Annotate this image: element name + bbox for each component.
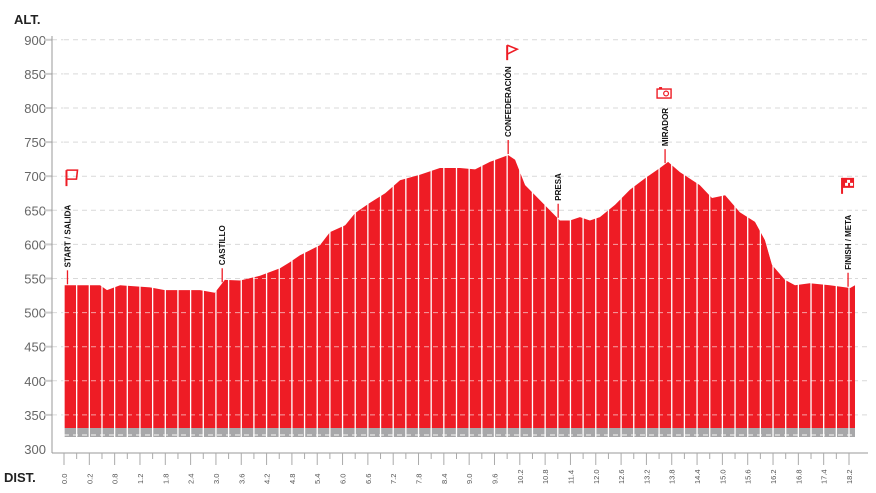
y-tick-label: 900: [24, 33, 46, 48]
x-tick-label: 16.2: [769, 469, 778, 484]
marker-label: START / SALIDA: [63, 205, 72, 268]
x-tick-label: 10.2: [516, 469, 525, 484]
marker-start-salida: START / SALIDA: [63, 169, 79, 285]
x-tick-label: 13.8: [668, 469, 677, 484]
camera-lens: [663, 90, 670, 97]
x-tick-label: 12.0: [592, 469, 601, 484]
x-tick-label: 7.2: [389, 474, 398, 484]
marker-mirador: MIRADOR: [656, 87, 672, 164]
marker-label: CONFEDERACIÓN: [504, 66, 513, 137]
marker-label: FINISH / META: [844, 215, 853, 270]
marker-castillo: CASTILLO: [218, 225, 227, 283]
x-tick-label: 10.8: [541, 469, 550, 484]
marker-label: MIRADOR: [661, 108, 670, 146]
x-tick-label: 9.6: [490, 474, 499, 484]
x-tick-label: 3.6: [237, 474, 246, 484]
camera-top: [659, 87, 663, 90]
y-tick-label: 450: [24, 340, 46, 355]
y-tick-label: 550: [24, 272, 46, 287]
x-tick-label: 14.4: [693, 469, 702, 484]
x-tick-label: 0.8: [111, 474, 120, 484]
y-tick-label: 750: [24, 135, 46, 150]
y-tick-label: 700: [24, 169, 46, 184]
x-tick-label: 0.0: [60, 474, 69, 484]
start-flag-icon: [65, 169, 79, 187]
finish-flag-icon: [841, 177, 855, 194]
x-tick-label: 5.4: [313, 474, 322, 484]
y-tick-label: 500: [24, 306, 46, 321]
y-tick-label: 600: [24, 237, 46, 252]
flag-cloth: [66, 169, 79, 180]
x-tick-label: 7.8: [415, 474, 424, 484]
y-tick-label: 300: [24, 442, 46, 457]
x-tick-label: 18.2: [845, 469, 854, 484]
marker-confederaci-n: CONFEDERACIÓN: [504, 44, 520, 155]
x-tick-label: 3.0: [212, 474, 221, 484]
check: [845, 182, 849, 186]
x-tick-label: 12.6: [617, 469, 626, 484]
y-tick-label: 650: [24, 203, 46, 218]
x-tick-label: 13.2: [642, 469, 651, 484]
y-tick-label: 400: [24, 374, 46, 389]
check: [847, 179, 851, 183]
y-tick-label: 850: [24, 67, 46, 82]
pennant-flag-icon: [506, 44, 520, 61]
x-tick-label: 4.2: [263, 474, 272, 484]
marker-label: CASTILLO: [218, 225, 227, 265]
x-tick-label: 4.8: [288, 474, 297, 484]
camera-body: [656, 88, 672, 99]
x-tick-label: 1.2: [136, 474, 145, 484]
x-tick-label: 15.6: [744, 469, 753, 484]
base-band: [64, 428, 855, 437]
marker-presa: PRESA: [554, 173, 563, 218]
x-tick-label: 9.0: [465, 474, 474, 484]
x-tick-label: 2.4: [187, 474, 196, 484]
x-tick-label: 6.6: [364, 474, 373, 484]
camera-icon: [656, 87, 672, 99]
check: [850, 182, 854, 186]
x-tick-label: 1.8: [161, 474, 170, 484]
marker-label: PRESA: [554, 173, 563, 201]
x-tick-label: 6.0: [339, 474, 348, 484]
x-tick-label: 11.4: [566, 470, 575, 484]
x-tick-label: 17.4: [820, 469, 829, 484]
x-tick-label: 16.8: [794, 469, 803, 484]
flag-cloth: [506, 44, 520, 55]
elevation-area: [64, 155, 855, 428]
x-tick-label: 8.4: [440, 474, 449, 484]
marker-finish-meta: FINISH / META: [841, 177, 855, 287]
y-axis-title: ALT.: [14, 12, 40, 27]
x-tick-label: 0.2: [85, 474, 94, 484]
y-tick-label: 800: [24, 101, 46, 116]
x-axis-title: DIST.: [4, 470, 36, 485]
y-tick-label: 350: [24, 408, 46, 423]
x-tick-label: 15.0: [718, 469, 727, 484]
